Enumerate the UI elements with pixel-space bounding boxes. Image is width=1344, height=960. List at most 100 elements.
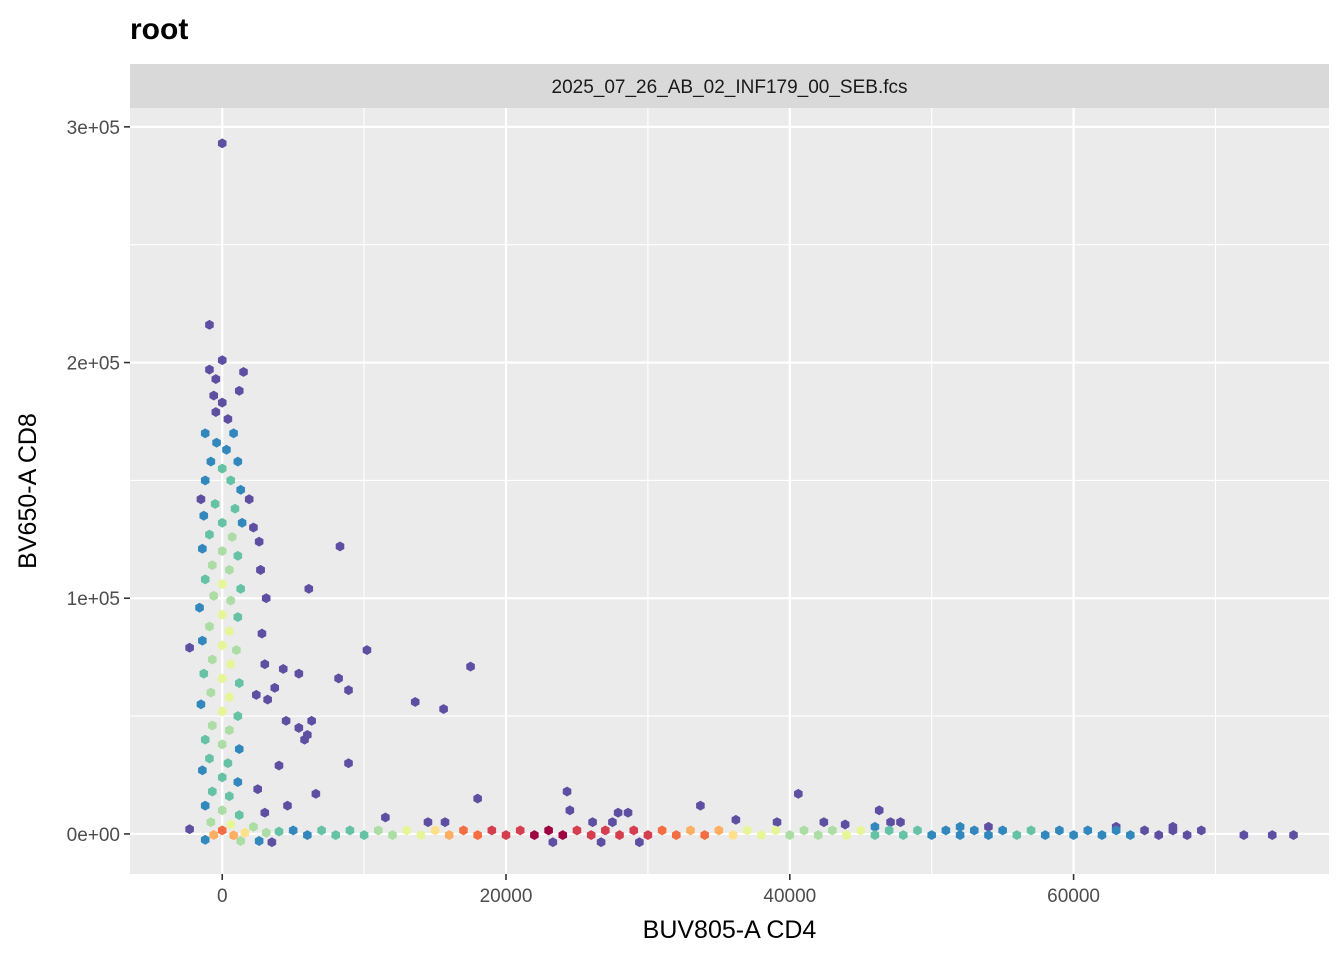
hexbin-cell [440, 817, 450, 828]
hexbin-cell [234, 744, 244, 755]
hexbin-cell [828, 825, 837, 836]
hexbin-cell [886, 817, 895, 828]
hexbin-cell [757, 830, 766, 841]
hexbin-cell [208, 720, 217, 731]
hexbin-cell [1140, 825, 1149, 836]
hexbin-cell [466, 661, 475, 672]
hexbin-cell [217, 463, 227, 474]
x-tick-label: 40000 [763, 886, 816, 907]
hexbin-cell [263, 694, 272, 705]
hexbin-cell [345, 825, 355, 836]
hexbin-cell [362, 645, 372, 656]
x-axis-label: BUV805-A CD4 [643, 916, 817, 944]
hexbin-cell [629, 825, 639, 836]
hexbin-cell [842, 830, 851, 841]
hexbin-cell [772, 817, 782, 828]
hexbin-cell [473, 793, 482, 804]
hexbin-cell [225, 692, 234, 703]
hexbin-cell [1069, 830, 1078, 841]
hexbin-cell [307, 715, 316, 726]
hexbin-cell [212, 437, 221, 448]
hexbin-cell [205, 529, 214, 540]
y-axis-label: BV650-A CD8 [14, 413, 42, 569]
hexbin-cell [430, 825, 440, 836]
hexbin-cell [381, 812, 390, 823]
hexbin-cell [635, 837, 644, 848]
hexbin-cell [226, 475, 236, 486]
hexbin-cell [1040, 830, 1050, 841]
hexbin-cell [234, 678, 244, 689]
hexbin-cell [304, 583, 314, 594]
hexbin-cell [267, 837, 277, 848]
hexbin-cell [335, 541, 345, 552]
hexbin-cell [233, 612, 243, 623]
hexbin-cell [217, 772, 227, 783]
hexbin-cell [955, 830, 965, 841]
hexbin-cell [236, 484, 245, 495]
hexbin-cell [410, 696, 420, 707]
hexbin-cell [615, 830, 624, 841]
hexbin-cell [217, 609, 227, 620]
y-tick-label: 0e+00 [67, 825, 120, 846]
hexbin-cell [206, 817, 216, 828]
hexbin-cell [223, 414, 233, 425]
hexbin-cell [700, 830, 709, 841]
hexbin-cell [896, 817, 905, 828]
hexbin-cell [771, 825, 780, 836]
hexbin-cell [199, 668, 209, 679]
hexbin-cell [217, 706, 227, 717]
hexbin-cell [565, 805, 575, 816]
hexbin-cell [874, 805, 884, 816]
hexbin-cell [785, 830, 795, 841]
hexbin-cell [657, 825, 667, 836]
hexbin-cell [209, 829, 218, 840]
hexbin-cell [240, 827, 250, 838]
hexbin-cell [487, 825, 497, 836]
hexbin-cell [217, 673, 227, 684]
hexbin-cell [274, 760, 284, 771]
hexbin-cell [225, 725, 234, 736]
hexbin-cell [1182, 830, 1192, 841]
hexbin-cell [252, 689, 261, 700]
hexbin-cell [249, 821, 258, 832]
hexbin-cell [544, 825, 553, 836]
hexbin-cell [558, 830, 568, 841]
hexbin-cell [200, 734, 210, 745]
hexbin-cell [209, 390, 218, 401]
hexbin-cell [260, 659, 270, 670]
hexbin-cell [226, 659, 236, 670]
hexbin-cell [225, 791, 234, 802]
hexbin-cell [200, 800, 210, 811]
hexbin-cell [969, 825, 979, 836]
hexbin-cell [672, 830, 681, 841]
hexbin-cell [473, 830, 482, 841]
hexbin-cell [233, 456, 243, 467]
hexbin-cell [227, 532, 237, 542]
hexbin-cell [374, 825, 383, 836]
hexbin-cell [870, 830, 880, 841]
hexbin-cell [217, 739, 227, 750]
y-axis: 0e+00 1e+05 2e+05 3e+05 [67, 118, 130, 846]
hexbin-cell [742, 825, 752, 836]
hexbin-cell [530, 830, 539, 841]
hexbin-cell [1012, 830, 1022, 841]
hexbin-cell [233, 711, 243, 722]
hexbin-cell [1026, 825, 1036, 836]
hexbin-cell [226, 595, 236, 606]
hexbin-cell [200, 834, 210, 845]
hexbin-cell [198, 765, 207, 776]
hexbin-cell [233, 550, 243, 561]
hexbin-cell [899, 830, 908, 841]
hexbin-cell [257, 628, 267, 639]
hexbin-cell [623, 807, 633, 818]
hexbin-cell [613, 807, 623, 818]
hexbin-cell [208, 786, 217, 797]
hexbin-cell [210, 499, 220, 509]
hexbin-cell [288, 825, 298, 836]
hexbin-cell [217, 517, 227, 528]
hexbin-cell [402, 825, 411, 836]
hexbin-cell [913, 825, 922, 836]
hexbin-cell [686, 825, 695, 836]
hexbin-cell [196, 494, 206, 505]
hexbin-cell [234, 385, 244, 396]
